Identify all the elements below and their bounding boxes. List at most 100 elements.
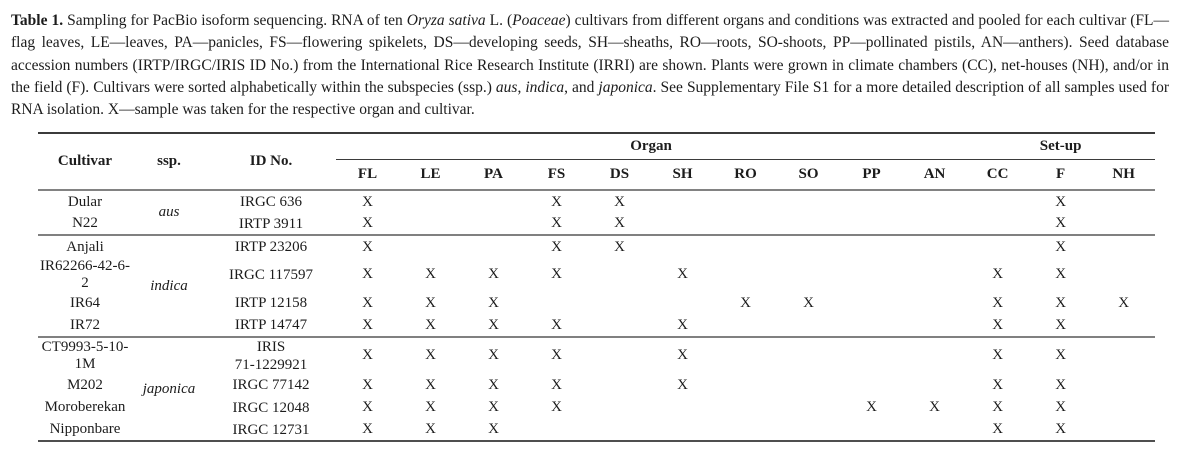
caption-segment: Table 1. xyxy=(11,12,64,29)
mark-cell: X xyxy=(992,421,1004,438)
ssp-cell: japonica xyxy=(132,335,206,442)
mark-cell: X xyxy=(992,376,1004,393)
cultivar-cell: Moroberekan xyxy=(44,399,126,416)
col-group-organ: Organ xyxy=(336,133,967,160)
mark-cell: X xyxy=(677,376,688,393)
mark-cell: X xyxy=(425,399,436,416)
mark-cell: X xyxy=(992,316,1004,333)
empty-mark-cell xyxy=(462,234,525,258)
empty-mark-cell xyxy=(714,213,777,236)
id-cell: IRGC 636 xyxy=(239,194,303,211)
table-row: IR64 IRTP 12158 X X X X X X X X xyxy=(38,292,1155,315)
col-header-le: LE xyxy=(399,159,462,192)
empty-mark-cell xyxy=(714,234,777,258)
empty-mark-cell xyxy=(903,258,966,292)
empty-mark-cell xyxy=(966,190,1029,213)
mark-cell: X xyxy=(1055,399,1067,416)
caption-segment: , and xyxy=(564,78,599,96)
empty-mark-cell xyxy=(651,213,714,236)
empty-mark-cell xyxy=(840,213,903,236)
caption-segment: Oryza sativa xyxy=(406,12,486,29)
table-row: Dular aus IRGC 636 X X X X xyxy=(38,190,1155,221)
id-cell: IRTP 23206 xyxy=(206,234,336,258)
empty-mark-cell xyxy=(777,258,840,292)
empty-mark-cell xyxy=(588,314,651,337)
mark-cell: X xyxy=(992,294,1004,311)
table-row: CT9993-5-10-1M japonica IRIS 71-1229921 X X X… xyxy=(38,335,1156,442)
table-row: Nipponbare IRGC 12731 X X X X X xyxy=(38,419,1155,442)
mark-cell: X xyxy=(1029,335,1093,374)
empty-mark-cell xyxy=(777,314,840,337)
mark-cell: X xyxy=(551,266,562,283)
mark-cell: X xyxy=(362,294,373,311)
empty-mark-cell xyxy=(777,213,840,236)
col-group-setup: Set-up xyxy=(966,133,1156,160)
mark-cell: X xyxy=(1118,294,1130,311)
empty-mark-cell xyxy=(651,190,714,213)
empty-mark-cell xyxy=(840,314,903,337)
mark-cell: X xyxy=(425,376,436,393)
header-columns-row: FL LE PA FS DS SH RO SO PP AN CC F NH xyxy=(38,159,1156,192)
mark-cell: X xyxy=(425,266,436,283)
mark-cell: X xyxy=(488,266,499,283)
mark-cell: X xyxy=(803,294,814,311)
mark-cell: X xyxy=(525,234,588,258)
col-header-f: F xyxy=(1029,159,1093,192)
mark-cell: X xyxy=(425,316,436,333)
caption-segment: L. ( xyxy=(485,12,513,29)
id-cell: IRTP 12158 xyxy=(234,295,308,312)
empty-mark-cell xyxy=(966,213,1029,236)
id-cell: IRGC 77142 xyxy=(232,377,310,394)
id-cell: IRTP 3911 xyxy=(238,215,304,232)
empty-mark-cell xyxy=(1092,335,1156,374)
header-group-row: Cultivar ssp. ID No. Organ Set-up xyxy=(38,133,1156,192)
mark-cell: X xyxy=(336,234,399,258)
table-body: Dular aus IRGC 636 X X X X N22 IRTP 3911 X X X X Anja… xyxy=(38,190,1156,442)
empty-mark-cell xyxy=(777,374,840,397)
ssp-cell: indica xyxy=(132,234,206,337)
table-row: N22 IRTP 3911 X X X X xyxy=(38,213,1155,236)
empty-mark-cell xyxy=(588,396,651,419)
col-header-nh: NH xyxy=(1092,159,1156,192)
mark-cell: X xyxy=(1055,376,1067,393)
empty-mark-cell xyxy=(903,190,966,213)
id-cell: IRGC 12048 xyxy=(232,399,310,416)
mark-cell: X xyxy=(1055,266,1067,283)
empty-mark-cell xyxy=(1092,374,1155,397)
page: Table 1. Sampling for PacBio isoform seq… xyxy=(0,10,1180,455)
mark-cell: X xyxy=(488,399,499,416)
mark-cell: X xyxy=(336,335,399,374)
empty-mark-cell xyxy=(714,258,777,292)
empty-mark-cell xyxy=(903,213,966,236)
mark-cell: X xyxy=(362,193,373,210)
empty-mark-cell xyxy=(714,314,777,337)
empty-mark-cell xyxy=(840,234,903,258)
mark-cell: X xyxy=(866,399,877,416)
empty-mark-cell xyxy=(714,190,777,213)
mark-cell: X xyxy=(677,266,688,283)
mark-cell: X xyxy=(362,399,373,416)
mark-cell: X xyxy=(362,316,373,333)
caption-segment: Sampling for PacBio isoform sequencing. … xyxy=(63,12,407,29)
mark-cell: X xyxy=(362,215,373,232)
empty-mark-cell xyxy=(651,419,714,442)
col-header-ds: DS xyxy=(588,159,651,192)
mark-cell: X xyxy=(488,294,499,311)
caption-segment: indica xyxy=(525,78,565,96)
empty-mark-cell xyxy=(1092,314,1155,337)
empty-mark-cell xyxy=(462,190,525,213)
empty-mark-cell xyxy=(714,419,777,442)
mark-cell: X xyxy=(677,316,688,333)
id-cell: IRGC 117597 xyxy=(228,266,314,283)
empty-mark-cell xyxy=(1092,190,1155,213)
empty-mark-cell xyxy=(777,190,840,213)
col-header-so: SO xyxy=(777,159,840,192)
empty-mark-cell xyxy=(903,374,966,397)
empty-mark-cell xyxy=(777,396,840,419)
table-row: Moroberekan IRGC 12048 X X X X X X X X xyxy=(38,396,1155,419)
mark-cell: X xyxy=(488,316,499,333)
empty-mark-cell xyxy=(840,419,903,442)
mark-cell: X xyxy=(929,399,940,416)
mark-cell: X xyxy=(488,421,499,438)
empty-mark-cell xyxy=(1092,419,1155,442)
